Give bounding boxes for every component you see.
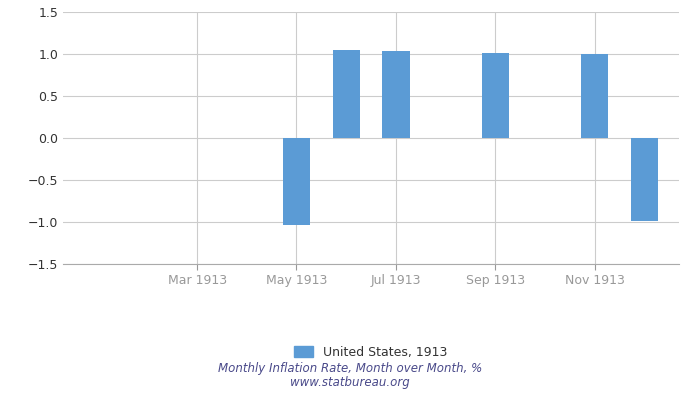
Legend: United States, 1913: United States, 1913 [289,340,453,364]
Text: Monthly Inflation Rate, Month over Month, %: Monthly Inflation Rate, Month over Month… [218,362,482,375]
Bar [482,53,509,138]
Bar [382,51,410,138]
Text: www.statbureau.org: www.statbureau.org [290,376,410,389]
Bar [332,50,360,138]
Bar [581,54,608,138]
Bar [631,138,658,221]
Bar [283,138,310,225]
